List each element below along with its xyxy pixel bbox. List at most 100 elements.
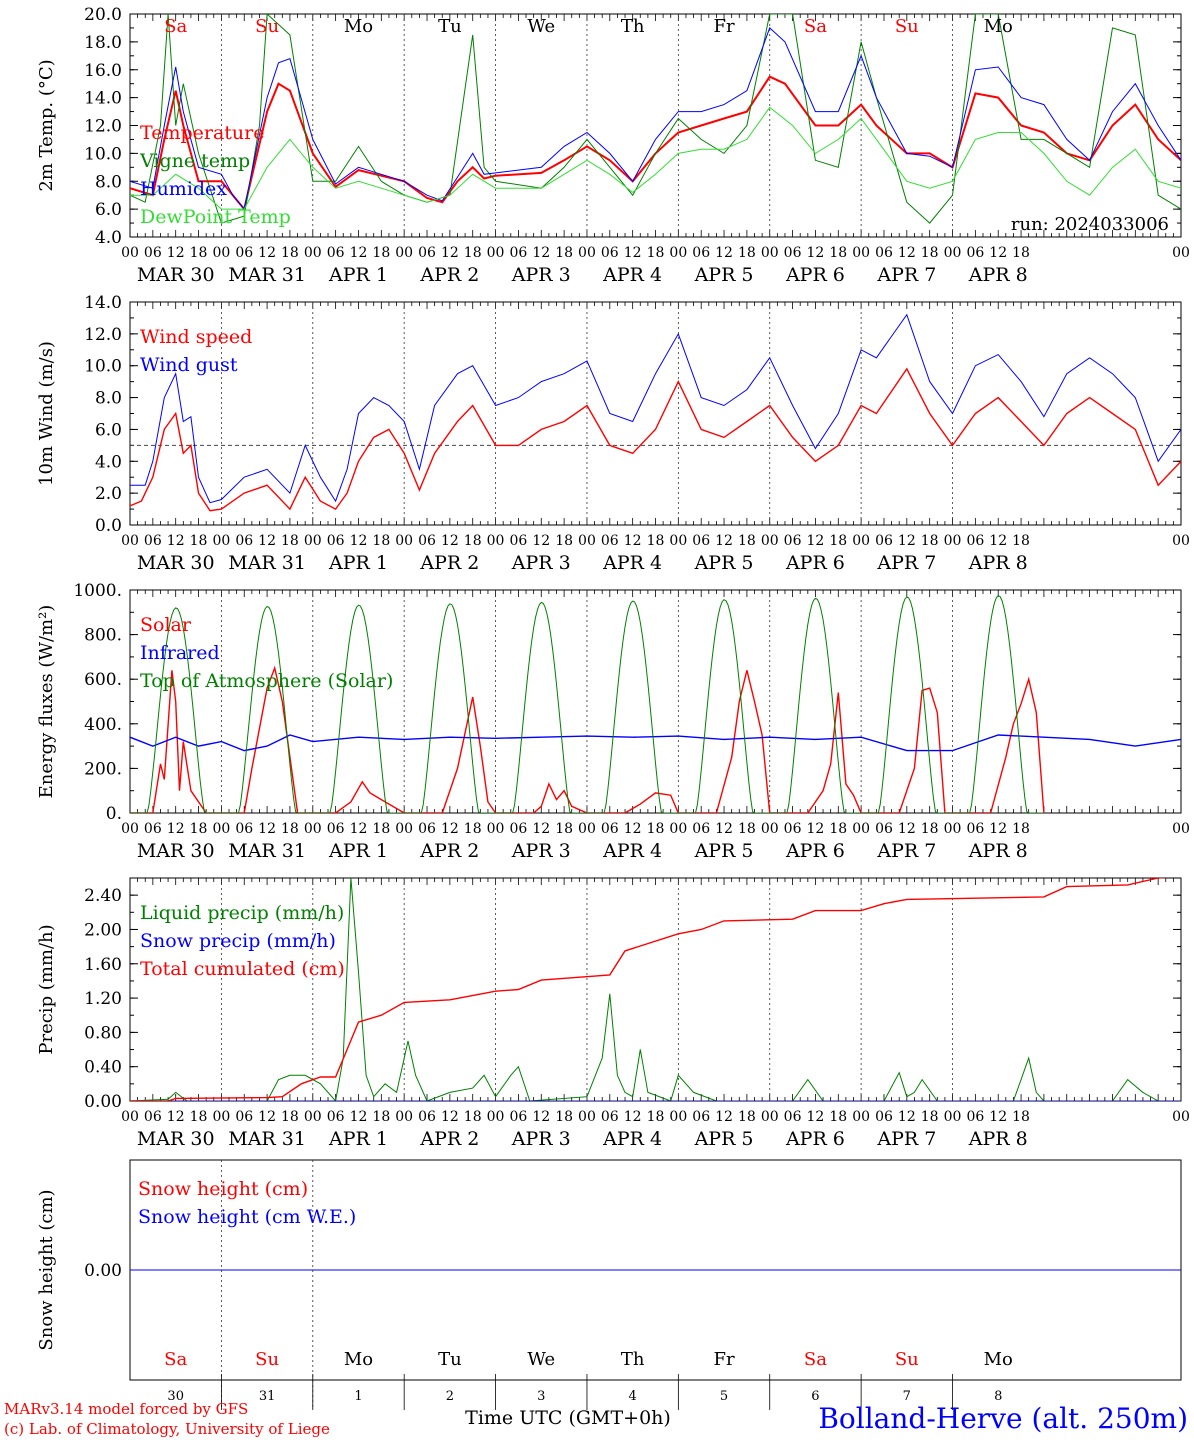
hour-label: 06: [235, 1109, 253, 1125]
hour-label: 06: [144, 533, 162, 549]
hour-label: 06: [418, 245, 436, 261]
hour-label: 06: [601, 1109, 619, 1125]
hour-label: 06: [966, 533, 984, 549]
date-label: APR 2: [419, 840, 479, 862]
hour-label: 06: [509, 245, 527, 261]
hour-label: 18: [464, 533, 482, 549]
weekday-label: Mo: [984, 1349, 1013, 1370]
y-tick-label: 18.0: [84, 33, 122, 53]
hour-label: 00: [669, 1109, 687, 1125]
hour-label: 00: [304, 245, 322, 261]
panel-temp: 4.0 6.0 8.0 10.0 12.0 14.0 16.0 18.0 20.0 2m Temp…: [36, 5, 1190, 286]
hour-label: 06: [784, 821, 802, 837]
hour-label: 12: [807, 245, 825, 261]
hour-label: 00: [212, 533, 230, 549]
hour-label: 00: [395, 821, 413, 837]
weekday-label: Fr: [713, 16, 734, 37]
date-label: APR 7: [876, 840, 936, 862]
day-number: 7: [903, 1389, 911, 1404]
hour-label: 06: [327, 533, 345, 549]
hour-label: 00: [487, 821, 505, 837]
y-tick-label: 4.0: [95, 228, 122, 248]
hour-label: 00: [669, 533, 687, 549]
hour-label: 18: [829, 821, 847, 837]
date-label: APR 3: [511, 1128, 571, 1150]
y-tick-label: 14.0: [84, 293, 122, 313]
hour-label: 12: [350, 245, 368, 261]
legend-entry: Vigne temp: [139, 150, 250, 172]
hour-label: 06: [692, 821, 710, 837]
hour-label: 12: [350, 821, 368, 837]
hour-label: 00: [944, 533, 962, 549]
weekday-label: Mo: [344, 1349, 373, 1370]
series-top-of-atmosphere-solar-: [130, 594, 1044, 813]
date-label: APR 4: [602, 552, 662, 574]
hour-label: 12: [989, 821, 1007, 837]
y-tick-label: 800.: [84, 626, 122, 646]
hour-label: 18: [464, 821, 482, 837]
hour-label: 06: [235, 533, 253, 549]
weekday-label: Su: [895, 16, 919, 37]
date-label: MAR 31: [228, 552, 306, 574]
hour-label: 12: [715, 821, 733, 837]
day-number: 2: [446, 1389, 454, 1404]
hour-label: 18: [647, 245, 665, 261]
hour-label: 06: [144, 245, 162, 261]
hour-label: 12: [989, 533, 1007, 549]
hour-label: 18: [372, 1109, 390, 1125]
y-tick-label: 12.0: [84, 117, 122, 137]
y-tick-label: 8.0: [95, 389, 122, 409]
y-tick-label: 0.0: [95, 516, 122, 536]
hour-label: 12: [350, 533, 368, 549]
y-tick-label: 600.: [84, 670, 122, 690]
hour-label: 00: [395, 245, 413, 261]
copyright: (c) Lab. of Climatology, University of L…: [4, 1420, 330, 1438]
date-label: MAR 30: [137, 552, 215, 574]
y-axis-label: 2m Temp. (°C): [36, 59, 57, 191]
date-label: APR 4: [602, 264, 662, 286]
hour-label: 12: [624, 821, 642, 837]
hour-label: 18: [555, 533, 573, 549]
hour-label: 00: [487, 533, 505, 549]
hour-label: 12: [532, 1109, 550, 1125]
hour-label: 00: [395, 1109, 413, 1125]
date-label: APR 6: [785, 264, 845, 286]
hour-label: 06: [966, 821, 984, 837]
hour-label: 12: [807, 533, 825, 549]
date-label: APR 5: [694, 1128, 754, 1150]
y-tick-label: 400.: [84, 715, 122, 735]
hour-label: 00: [121, 533, 139, 549]
time-axis-label: Time UTC (GMT+0h): [465, 1407, 671, 1429]
hour-label: 00: [212, 1109, 230, 1125]
hour-label: 06: [418, 1109, 436, 1125]
date-label: APR 6: [785, 840, 845, 862]
hour-label: 00: [1172, 821, 1190, 837]
hour-label: 12: [989, 245, 1007, 261]
hour-label: 06: [875, 1109, 893, 1125]
legend-entry: Liquid precip (mm/h): [140, 902, 344, 924]
day-number: 3: [537, 1389, 545, 1404]
hour-label: 12: [715, 245, 733, 261]
weekday-label: We: [527, 16, 555, 37]
series-liquid-precip-mm-h-: [130, 878, 1181, 1101]
y-tick-label: 14.0: [84, 89, 122, 109]
hour-label: 18: [281, 1109, 299, 1125]
hour-label: 06: [144, 1109, 162, 1125]
hour-label: 18: [647, 1109, 665, 1125]
weekday-label: We: [527, 1349, 555, 1370]
hour-label: 06: [418, 533, 436, 549]
hour-label: 06: [966, 1109, 984, 1125]
date-label: APR 8: [968, 1128, 1028, 1150]
date-label: APR 4: [602, 840, 662, 862]
y-tick-label: 0.00: [84, 1261, 122, 1281]
date-label: APR 5: [694, 840, 754, 862]
hour-label: 18: [921, 245, 939, 261]
hour-label: 06: [875, 821, 893, 837]
date-label: APR 3: [511, 552, 571, 574]
weekday-label: Mo: [984, 16, 1013, 37]
hour-label: 12: [898, 245, 916, 261]
weekday-label: Sa: [804, 1349, 827, 1370]
y-tick-label: 6.0: [95, 200, 122, 220]
hour-label: 18: [555, 821, 573, 837]
